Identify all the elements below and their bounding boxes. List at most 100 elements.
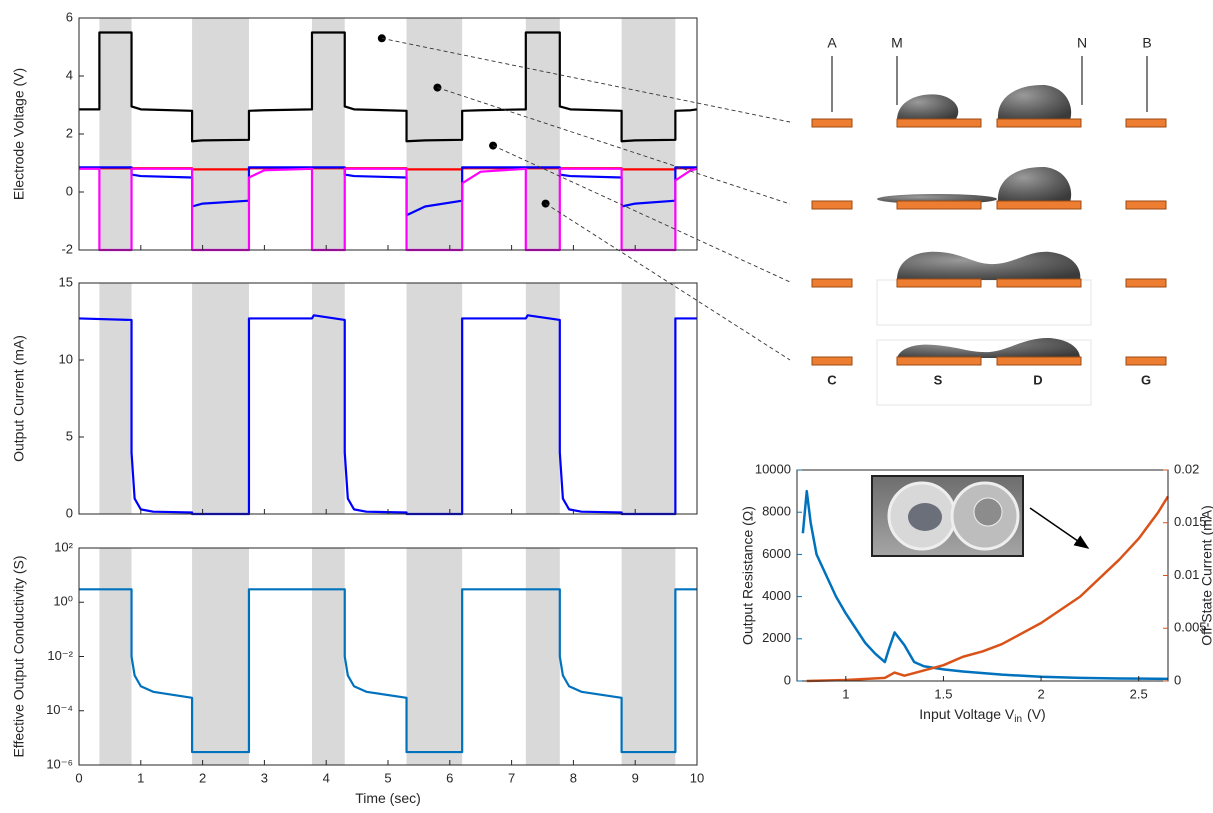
x-tick-label: 2 — [199, 770, 206, 785]
electrode — [897, 201, 981, 209]
plot-area — [79, 18, 697, 250]
y-tick-label: 4 — [66, 67, 73, 82]
y2-axis-label: Off-State Current (mA) — [1199, 505, 1213, 646]
highlight-band — [622, 548, 676, 765]
y-tick-label: 6 — [66, 9, 73, 24]
y-tick-label: 10 — [59, 351, 73, 366]
highlight-band — [407, 548, 463, 765]
y-tick-label: -2 — [61, 241, 73, 256]
electrode — [1126, 201, 1166, 209]
y-tick-label: 2 — [66, 125, 73, 140]
electrode-label: N — [1077, 35, 1087, 51]
y-tick-label: 8000 — [762, 504, 791, 519]
x-axis-label-part: (V) — [1027, 706, 1046, 722]
electrode-label: A — [827, 35, 837, 51]
droplet — [897, 94, 958, 120]
y-tick-label: 10000 — [755, 461, 791, 476]
electrode — [812, 279, 852, 287]
x-axis-label-part: Input Voltage V — [919, 706, 1015, 722]
terminal-label: C — [827, 372, 837, 387]
x-axis-label: Time (sec) — [355, 790, 421, 806]
electrode — [997, 357, 1081, 365]
y-tick-label: 10⁻⁶ — [46, 756, 73, 771]
highlight-band — [312, 548, 345, 765]
y2-tick-label: 0 — [1174, 672, 1181, 687]
highlight-band — [192, 548, 249, 765]
y-tick-label: 0 — [784, 672, 791, 687]
electrode — [812, 201, 852, 209]
x-tick-label: 1 — [842, 686, 849, 701]
y-tick-label: 2000 — [762, 630, 791, 645]
electrode-label: M — [891, 35, 903, 51]
droplet — [897, 252, 1080, 280]
highlight-band — [407, 283, 463, 514]
plot-area — [79, 283, 697, 514]
highlight-band — [99, 18, 131, 250]
y-tick-label: 0 — [66, 183, 73, 198]
highlight-band — [622, 18, 676, 250]
highlight-band — [192, 283, 249, 514]
photo-droplet — [974, 498, 1002, 526]
x-tick-label: 7 — [508, 770, 515, 785]
y-tick-label: 6000 — [762, 546, 791, 561]
highlight-band — [99, 283, 131, 514]
x-tick-label: 1.5 — [934, 686, 952, 701]
y-axis-label: Effective Output Conductivity (S) — [11, 555, 27, 757]
electrode — [1126, 279, 1166, 287]
y-axis-label: Output Current (mA) — [11, 335, 27, 462]
electrode — [812, 357, 852, 365]
y-tick-label: 0 — [66, 505, 73, 520]
x-axis-label-part: in — [1014, 714, 1022, 725]
highlight-band — [622, 283, 676, 514]
y-tick-label: 15 — [59, 274, 73, 289]
figure: A M N B C S D G -20246Elect — [0, 0, 1213, 813]
highlight-band — [192, 18, 249, 250]
x-tick-label: 0 — [75, 770, 82, 785]
x-tick-label: 9 — [632, 770, 639, 785]
droplet — [998, 167, 1071, 202]
highlight-band — [526, 18, 560, 250]
highlight-band — [312, 18, 345, 250]
photo-droplet — [908, 503, 942, 531]
x-tick-label: 5 — [384, 770, 391, 785]
electrode — [1126, 119, 1166, 127]
electrode — [897, 357, 981, 365]
x-tick-label: 8 — [570, 770, 577, 785]
droplet — [998, 85, 1071, 120]
page: {"chart_data": [ {"type": "line", "ylabe… — [0, 0, 1213, 813]
y-axis-label: Electrode Voltage (V) — [11, 68, 27, 200]
x-tick-label: 2 — [1037, 686, 1044, 701]
y-tick-label: 10² — [54, 539, 73, 554]
x-tick-label: 1 — [137, 770, 144, 785]
x-tick-label: 10 — [690, 770, 704, 785]
y-tick-label: 10⁰ — [53, 594, 73, 609]
electrode — [997, 279, 1081, 287]
y2-tick-label: 0.01 — [1174, 567, 1199, 582]
terminal-label: D — [1033, 372, 1042, 387]
x-tick-label: 3 — [261, 770, 268, 785]
x-tick-label: 4 — [323, 770, 330, 785]
electrode — [812, 119, 852, 127]
plot-area — [79, 548, 697, 765]
y2-tick-label: 0.02 — [1174, 461, 1199, 476]
droplet-diagram: A M N B C S D G — [812, 35, 1166, 405]
electrode — [997, 201, 1081, 209]
y-tick-label: 10⁻⁴ — [46, 702, 73, 717]
x-tick-label: 2.5 — [1130, 686, 1148, 701]
electrode — [897, 279, 981, 287]
terminal-label: S — [934, 372, 943, 387]
x-axis-label: Input Voltage Vin (V) — [919, 706, 1045, 725]
highlight-band — [526, 548, 560, 765]
y-axis-label: Output Resistance (Ω) — [740, 506, 756, 645]
y-tick-label: 10⁻² — [47, 648, 73, 663]
y-tick-label: 4000 — [762, 588, 791, 603]
y-tick-label: 5 — [66, 428, 73, 443]
electrode — [1126, 357, 1166, 365]
terminal-label: G — [1141, 372, 1151, 387]
electrode — [997, 119, 1081, 127]
electrode — [897, 119, 981, 127]
x-tick-label: 6 — [446, 770, 453, 785]
x-axis-label-part: Time (sec) — [355, 790, 421, 806]
droplet — [897, 338, 1080, 358]
